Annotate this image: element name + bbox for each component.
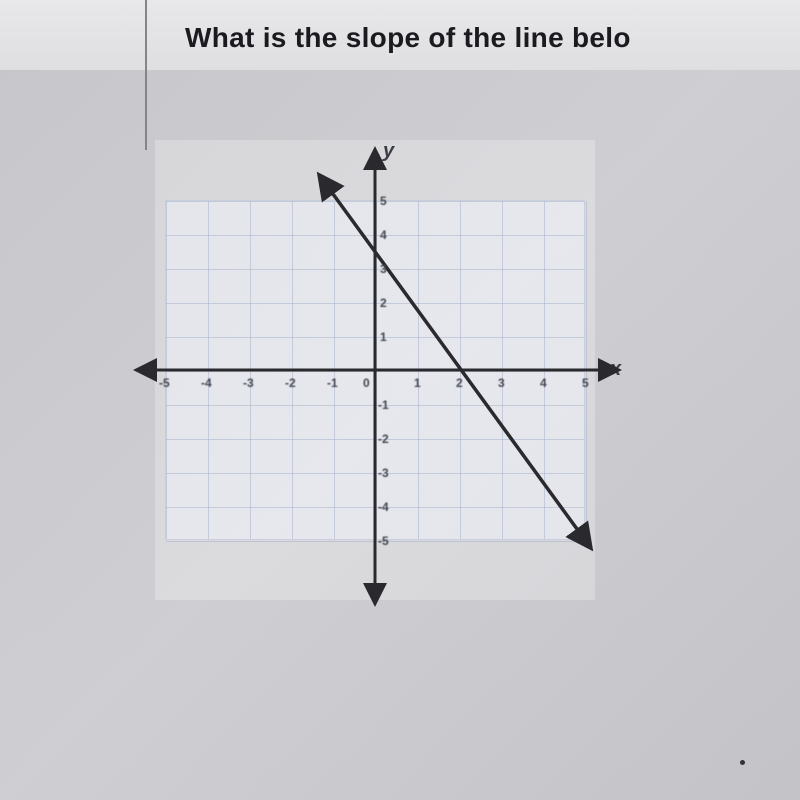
tick-x-5: 5: [582, 376, 589, 390]
vertical-divider: [145, 0, 147, 150]
tick-x-neg5: -5: [159, 376, 170, 390]
tick-x-0: 0: [363, 376, 370, 390]
tick-y-3: 3: [380, 262, 387, 276]
tick-x-2: 2: [456, 376, 463, 390]
tick-x-neg3: -3: [243, 376, 254, 390]
tick-x-3: 3: [498, 376, 505, 390]
tick-x-1: 1: [414, 376, 421, 390]
tick-x-4: 4: [540, 376, 547, 390]
question-text: What is the slope of the line belo: [185, 22, 631, 54]
tick-x-neg4: -4: [201, 376, 212, 390]
axes-and-line: [155, 140, 595, 600]
tick-y-2: 2: [380, 296, 387, 310]
stray-dot: [740, 760, 745, 765]
x-axis-label: x: [610, 358, 621, 381]
tick-y-1: 1: [380, 330, 387, 344]
tick-y-4: 4: [380, 228, 387, 242]
tick-x-neg1: -1: [327, 376, 338, 390]
coordinate-graph: y x: [155, 140, 595, 600]
tick-y-neg3: -3: [378, 466, 389, 480]
plotted-line: [325, 183, 585, 540]
tick-y-neg2: -2: [378, 432, 389, 446]
tick-x-neg2: -2: [285, 376, 296, 390]
tick-y-neg1: -1: [378, 398, 389, 412]
tick-y-5: 5: [380, 194, 387, 208]
tick-y-neg5: -5: [378, 534, 389, 548]
tick-y-neg4: -4: [378, 500, 389, 514]
